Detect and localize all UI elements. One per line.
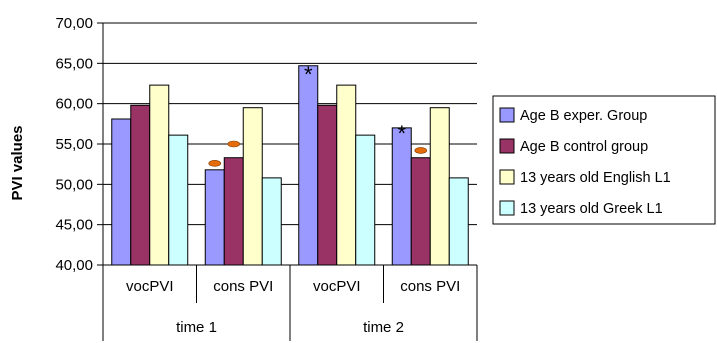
bar-age-b-control-group-3 (410, 157, 431, 266)
bars (111, 65, 469, 266)
legend-box (492, 95, 716, 225)
legend-label: 13 years old English L1 (520, 170, 671, 186)
legend-swatch (499, 107, 515, 123)
legend-label: Age B control group (520, 139, 648, 155)
x-category-label: cons PVI (400, 278, 460, 295)
bar-13-years-old-english-l1-1 (242, 107, 263, 266)
bar-13-years-old-greek-l1-1 (261, 177, 282, 266)
bar-age-b-control-group-0 (130, 104, 151, 266)
legend: Age B exper. Group Age B control group 13 … (492, 95, 716, 225)
bar-13-years-old-english-l1-0 (149, 84, 170, 266)
bar-age-b-exper-group-0 (111, 118, 132, 266)
marker-dot (208, 160, 222, 167)
legend-swatch (499, 200, 515, 216)
legend-label: Age B exper. Group (520, 108, 647, 124)
y-axis-ticks: 40,00 45,00 50,00 55,00 60,00 65,00 70,00 (55, 15, 103, 274)
bar-13-years-old-greek-l1-3 (448, 177, 469, 266)
y-tick-label: 70,00 (55, 15, 93, 32)
bar-age-b-exper-group-2 (298, 65, 319, 266)
bar-13-years-old-greek-l1-2 (355, 134, 376, 266)
bar-13-years-old-english-l1-2 (336, 84, 357, 266)
bar-age-b-exper-group-3 (391, 127, 412, 266)
x-category-label: cons PVI (213, 278, 273, 295)
y-tick-label: 50,00 (55, 176, 93, 193)
y-tick-label: 60,00 (55, 96, 93, 113)
bar-age-b-control-group-1 (223, 157, 244, 266)
y-axis-title: PVI values (9, 125, 26, 200)
x-group-label: time 2 (363, 319, 404, 336)
y-tick-label: 65,00 (55, 55, 93, 72)
marker-dot (414, 147, 428, 154)
legend-swatch (499, 169, 515, 185)
marker-dot (227, 140, 241, 148)
bar-age-b-control-group-2 (317, 104, 338, 266)
annotations: ** (208, 62, 428, 167)
y-tick-label: 45,00 (55, 217, 93, 234)
x-category-label: vocPVI (126, 278, 174, 295)
legend-label: 13 years old Greek L1 (520, 201, 663, 217)
bar-13-years-old-greek-l1-0 (168, 134, 189, 266)
significance-asterisk: * (397, 121, 406, 146)
legend-swatch (499, 138, 515, 154)
x-group-label: time 1 (176, 319, 217, 336)
significance-asterisk: * (304, 62, 313, 87)
y-tick-label: 40,00 (55, 257, 93, 274)
x-axis: vocPVI cons PVI vocPVI cons PVI time 1 time 2 (102, 23, 478, 341)
bar-age-b-exper-group-1 (204, 169, 225, 266)
y-tick-label: 55,00 (55, 136, 93, 153)
bar-13-years-old-english-l1-3 (429, 107, 450, 266)
x-category-label: vocPVI (313, 278, 361, 295)
